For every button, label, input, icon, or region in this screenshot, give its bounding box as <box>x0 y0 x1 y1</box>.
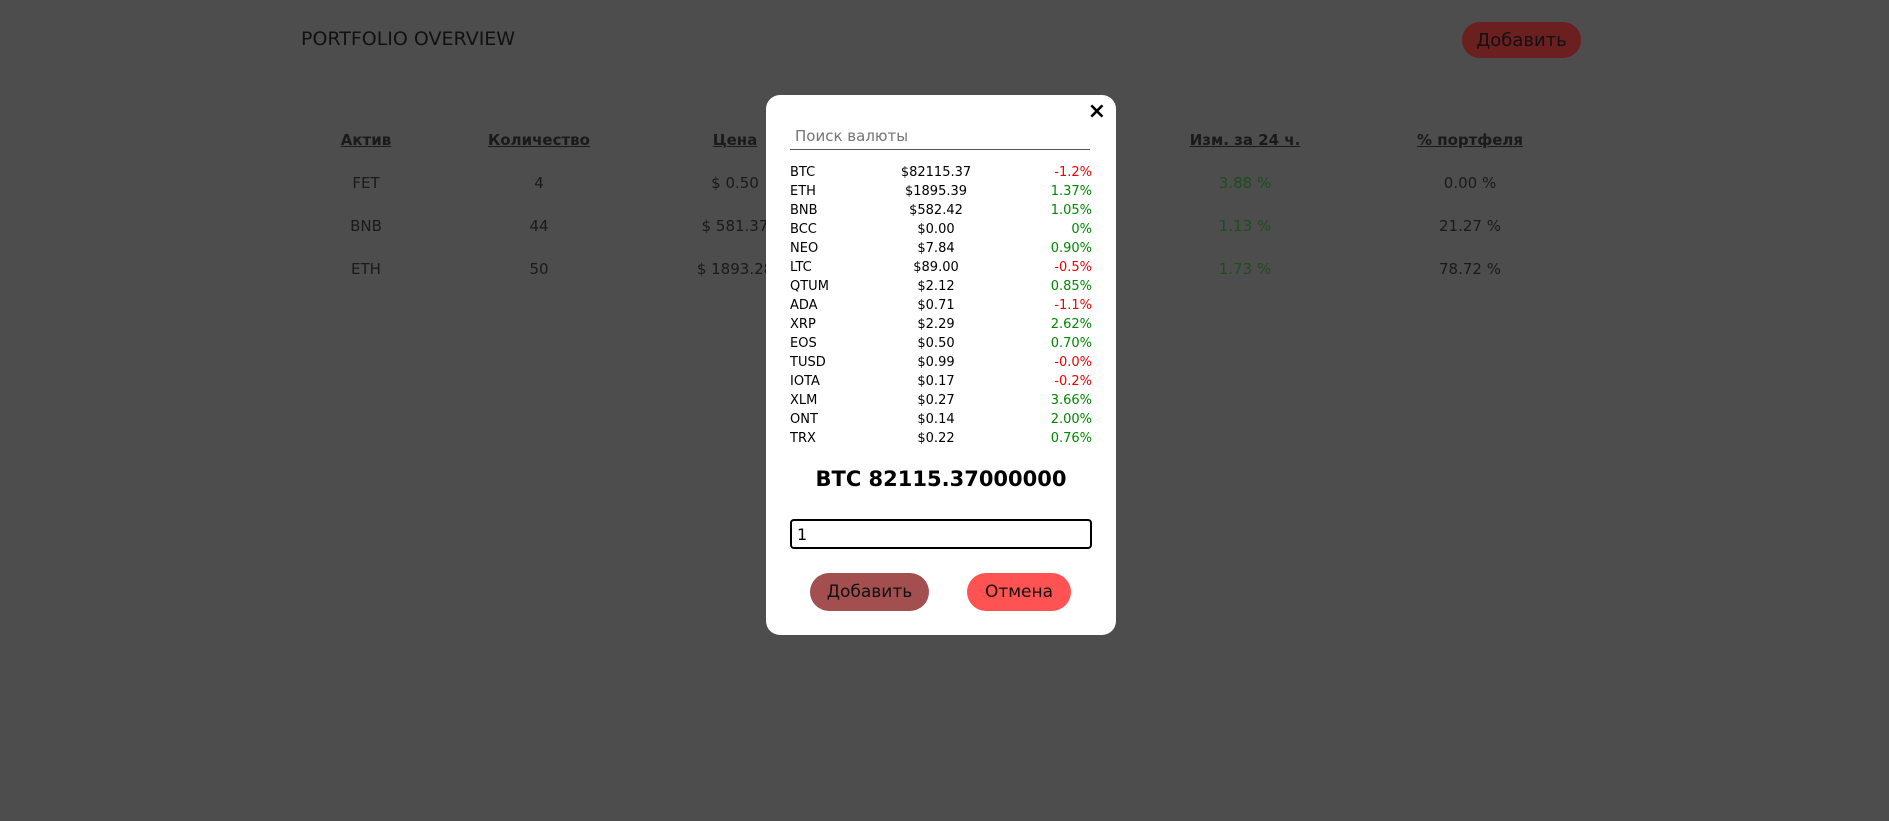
currency-change: -0.0% <box>1054 355 1092 370</box>
currency-change: -0.2% <box>1054 374 1092 389</box>
confirm-button[interactable]: Добавить <box>810 573 929 611</box>
currency-change: 3.66% <box>1050 393 1092 408</box>
table-cell: 4 <box>534 174 544 192</box>
currency-symbol: ETH <box>790 184 816 199</box>
currency-change: 0% <box>1071 222 1092 237</box>
currency-symbol: BCC <box>790 222 817 237</box>
currency-price: $1895.39 <box>904 184 968 199</box>
table-cell: 21.27 % <box>1439 217 1501 235</box>
amount-input[interactable] <box>790 519 1092 549</box>
currency-change: 0.90% <box>1050 241 1092 256</box>
table-cell: 3.88 % <box>1218 174 1272 192</box>
currency-change: -1.1% <box>1054 298 1092 313</box>
table-cell: 0.00 % <box>1443 174 1497 192</box>
currency-symbol: QTUM <box>790 279 829 294</box>
currency-symbol: ADA <box>790 298 818 313</box>
add-button[interactable]: Добавить <box>1462 22 1581 58</box>
currency-change: 0.85% <box>1050 279 1092 294</box>
currency-symbol: LTC <box>790 260 812 275</box>
table-cell: 50 <box>529 260 549 278</box>
table-cell: 1.73 % <box>1218 260 1272 278</box>
currency-price: $0.17 <box>917 374 955 389</box>
search-input[interactable] <box>790 123 1090 150</box>
currency-price: $0.22 <box>917 431 955 446</box>
column-header: Цена <box>712 131 758 149</box>
cancel-button[interactable]: Отмена <box>967 573 1071 611</box>
currency-symbol: BTC <box>790 165 816 180</box>
currency-change: 0.76% <box>1050 431 1092 446</box>
currency-change: 1.37% <box>1050 184 1092 199</box>
table-cell: $ 0.50 <box>711 174 759 192</box>
currency-symbol: NEO <box>790 241 819 256</box>
currency-price: $82115.37 <box>900 165 972 180</box>
currency-price: $0.50 <box>917 336 955 351</box>
currency-change: 0.70% <box>1050 336 1092 351</box>
close-button[interactable]: × <box>1087 99 1106 124</box>
table-cell: FET <box>352 174 380 192</box>
currency-symbol: IOTA <box>790 374 820 389</box>
selected-currency: BTC 82115.37000000 <box>815 467 1067 491</box>
table-cell: $ 1893.28 <box>696 260 774 278</box>
currency-change: 1.05% <box>1050 203 1092 218</box>
table-cell: ETH <box>351 260 381 278</box>
table-cell: 44 <box>529 217 549 235</box>
column-header: % портфеля <box>1416 131 1524 149</box>
table-cell: 78.72 % <box>1439 260 1501 278</box>
currency-symbol: XLM <box>790 393 818 408</box>
table-cell: BNB <box>350 217 382 235</box>
currency-change: 2.00% <box>1050 412 1092 427</box>
currency-price: $0.71 <box>917 298 955 313</box>
currency-price: $582.42 <box>909 203 963 218</box>
currency-symbol: XRP <box>790 317 816 332</box>
column-header: Изм. за 24 ч. <box>1189 131 1301 149</box>
currency-price: $0.14 <box>917 412 955 427</box>
currency-symbol: TRX <box>790 431 816 446</box>
currency-symbol: ONT <box>790 412 818 427</box>
currency-price: $7.84 <box>917 241 955 256</box>
currency-price: $0.00 <box>917 222 955 237</box>
currency-price: $89.00 <box>913 260 959 275</box>
currency-price: $0.27 <box>917 393 955 408</box>
currency-symbol: TUSD <box>790 355 826 370</box>
table-cell: $ 581.37 <box>701 217 769 235</box>
currency-symbol: BNB <box>790 203 818 218</box>
currency-price: $2.29 <box>917 317 955 332</box>
currency-change: 2.62% <box>1050 317 1092 332</box>
currency-price: $0.99 <box>917 355 955 370</box>
page-title: PORTFOLIO OVERVIEW <box>301 28 516 50</box>
currency-change: -1.2% <box>1054 165 1092 180</box>
add-modal: × BTC $82115.37 -1.2% ETH $1895.39 1.37% BNB $5… <box>766 95 1116 635</box>
table-cell: 1.13 % <box>1218 217 1272 235</box>
currency-price: $2.12 <box>917 279 955 294</box>
column-header: Актив <box>340 131 392 149</box>
column-header: Количество <box>488 131 590 149</box>
currency-change: -0.5% <box>1054 260 1092 275</box>
currency-symbol: EOS <box>790 336 817 351</box>
